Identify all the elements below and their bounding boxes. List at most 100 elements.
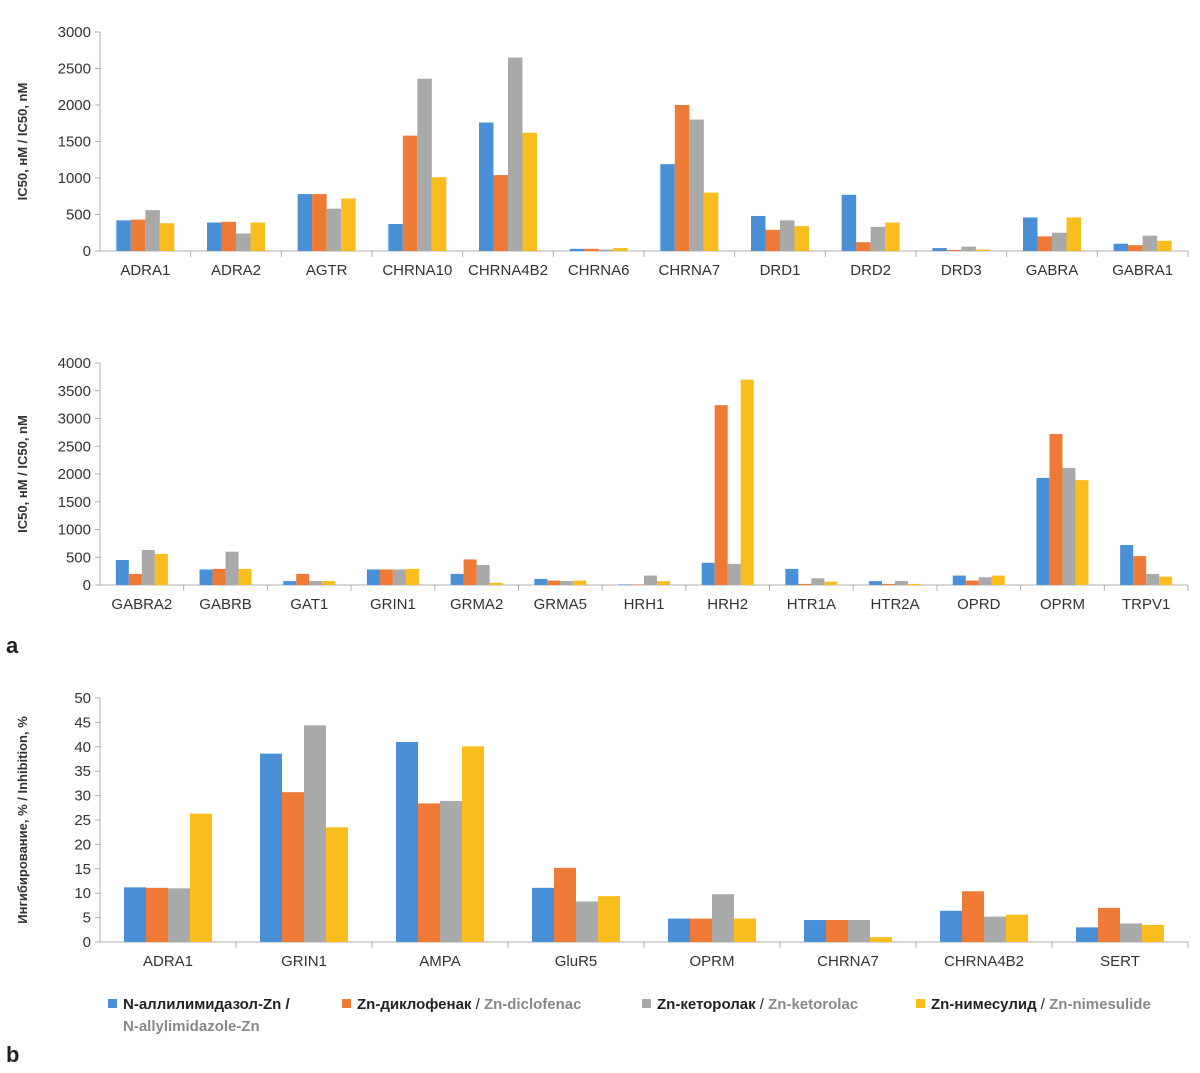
x-tick-label: CHRNA4B2 bbox=[468, 262, 548, 279]
bar-grma2-series-2 bbox=[463, 559, 477, 585]
bar-gabra1-series-2 bbox=[1128, 245, 1143, 251]
bar-oprm-series-2 bbox=[690, 918, 712, 942]
y-tick-label: 0 bbox=[83, 243, 91, 260]
chart-inhibition: 0 5 10 15 20 25 30 35 40 45 50 Ингибирование, % / I… bbox=[15, 690, 1189, 970]
bar-htr1a-series-4 bbox=[824, 581, 838, 585]
bar-grin1-series-4 bbox=[326, 827, 348, 942]
panel-label-b: b bbox=[6, 1042, 19, 1067]
bar-hrh2-series-1 bbox=[701, 562, 715, 585]
bar-adra2-series-2 bbox=[221, 221, 236, 251]
y-tick-label: 3500 bbox=[58, 383, 91, 400]
bar-drd2-series-3 bbox=[870, 226, 886, 251]
y-tick-label: 1000 bbox=[58, 522, 91, 539]
bar-gat1-series-3 bbox=[309, 581, 323, 585]
y-tick-label: 500 bbox=[66, 207, 91, 224]
bar-oprm-series-1 bbox=[668, 918, 690, 942]
bar-drd1-series-4 bbox=[794, 226, 809, 251]
bar-chrna4b2-series-4 bbox=[1006, 914, 1028, 942]
bar-hrh1-series-4 bbox=[657, 581, 670, 585]
bar-chrna4b2-series-2 bbox=[962, 891, 984, 942]
bar-hrh2-series-3 bbox=[727, 563, 741, 585]
bar-drd2-series-2 bbox=[856, 242, 871, 251]
bar-adra2-series-1 bbox=[207, 222, 222, 251]
bar-chrna6-series-2 bbox=[584, 248, 599, 251]
bar-drd2-series-4 bbox=[885, 222, 900, 251]
y-tick-label: 20 bbox=[74, 836, 91, 853]
bar-agtr-series-2 bbox=[312, 194, 327, 251]
bar-grin1-series-4 bbox=[405, 568, 419, 585]
bar-gabra-series-4 bbox=[1066, 217, 1081, 251]
bar-gabrb-series-3 bbox=[225, 551, 239, 585]
y-axis-label: IC50, нМ / IC50, nM bbox=[15, 415, 30, 533]
y-tick-label: 1500 bbox=[58, 494, 91, 511]
bar-oprd-series-4 bbox=[991, 575, 1005, 585]
y-tick-label: 0 bbox=[83, 934, 91, 951]
x-tick-label: HRH1 bbox=[624, 596, 665, 613]
bar-chrna6-series-1 bbox=[569, 248, 585, 251]
y-tick-label: 3000 bbox=[58, 24, 91, 41]
y-tick-label: 1500 bbox=[58, 134, 91, 151]
bar-chrna10-series-4 bbox=[431, 177, 447, 251]
bar-adra1-series-3 bbox=[168, 888, 190, 942]
y-tick-label: 3000 bbox=[58, 411, 91, 428]
bar-adra2-series-3 bbox=[236, 233, 251, 251]
x-tick-label: DRD1 bbox=[760, 262, 801, 279]
bar-hrh1-series-3 bbox=[644, 575, 657, 585]
bar-glur5-series-2 bbox=[554, 867, 576, 942]
legend-item-nimesulide: Zn-нимесулид / Zn-nimesulide bbox=[916, 994, 1151, 1016]
bar-drd1-series-3 bbox=[780, 220, 795, 251]
bar-htr2a-series-3 bbox=[895, 581, 909, 585]
bar-chrna7-series-2 bbox=[674, 105, 690, 251]
legend-swatch bbox=[342, 999, 351, 1008]
bar-trpv1-series-2 bbox=[1133, 556, 1147, 585]
x-tick-label: CHRNA7 bbox=[658, 262, 720, 279]
bar-chrna4b2-series-1 bbox=[479, 122, 494, 252]
bar-htr2a-series-1 bbox=[869, 581, 883, 585]
bar-grma5-series-3 bbox=[560, 581, 574, 585]
bar-drd3-series-4 bbox=[975, 249, 991, 251]
y-tick-label: 50 bbox=[74, 690, 91, 707]
legend-separator: / bbox=[755, 996, 769, 1013]
bar-hrh2-series-4 bbox=[740, 379, 754, 585]
bar-grma5-series-1 bbox=[534, 578, 548, 585]
bar-gat1-series-2 bbox=[296, 573, 310, 585]
x-tick-label: OPRD bbox=[957, 596, 1001, 613]
chart-ic50-middle: 0 500 1000 1500 2000 2500 3000 3500 4000 IC50, нМ… bbox=[15, 355, 1189, 613]
bar-chrna7-series-1 bbox=[804, 920, 826, 942]
bar-gabra1-series-4 bbox=[1157, 240, 1172, 251]
x-tick-label: OPRM bbox=[1040, 596, 1085, 613]
x-tick-label: HTR1A bbox=[787, 596, 836, 613]
bar-sert-series-2 bbox=[1098, 907, 1120, 942]
x-tick-label: HTR2A bbox=[870, 596, 919, 613]
y-axis-label: IC50, нМ / IC50, nM bbox=[15, 83, 30, 201]
bar-adra1-series-1 bbox=[116, 220, 131, 251]
bar-drd1-series-1 bbox=[751, 215, 766, 251]
bar-gabrb-series-1 bbox=[199, 569, 213, 585]
legend-label-en: Zn-diclofenac bbox=[483, 996, 582, 1013]
bar-trpv1-series-4 bbox=[1159, 576, 1173, 585]
y-tick-label: 10 bbox=[74, 885, 91, 902]
bar-agtr-series-1 bbox=[297, 194, 313, 251]
bar-oprd-series-1 bbox=[952, 575, 966, 585]
bar-glur5-series-4 bbox=[598, 896, 620, 942]
bar-grin1-series-2 bbox=[282, 792, 304, 942]
legend-swatch bbox=[642, 999, 651, 1008]
bar-sert-series-3 bbox=[1120, 923, 1142, 942]
bar-glur5-series-1 bbox=[532, 887, 554, 942]
legend-label-en: Zn-ketorolac bbox=[768, 996, 859, 1013]
legend-item-diclofenac: Zn-диклофенак / Zn-diclofenac bbox=[342, 994, 581, 1016]
x-tick-label: ADRA2 bbox=[211, 262, 261, 279]
x-tick-label: ADRA1 bbox=[143, 953, 193, 970]
y-tick-label: 30 bbox=[74, 788, 91, 805]
bar-ampa-series-4 bbox=[462, 746, 484, 942]
y-axis-label: Ингибирование, % / Inhibition, % bbox=[15, 716, 30, 924]
legend-label-ru: Zn-кеторолак bbox=[657, 996, 756, 1013]
bar-glur5-series-3 bbox=[576, 901, 598, 942]
bar-chrna10-series-2 bbox=[402, 135, 418, 251]
legend-label-en: Zn-nimesulide bbox=[1049, 996, 1151, 1013]
y-tick-label: 40 bbox=[74, 739, 91, 756]
chart-ic50-top: 0 500 1000 1500 2000 2500 3000 IC50, нМ / IC50,… bbox=[15, 24, 1189, 279]
bar-chrna10-series-3 bbox=[417, 78, 432, 251]
x-tick-label: GABRA1 bbox=[1112, 262, 1173, 279]
y-tick-label: 35 bbox=[74, 763, 91, 780]
